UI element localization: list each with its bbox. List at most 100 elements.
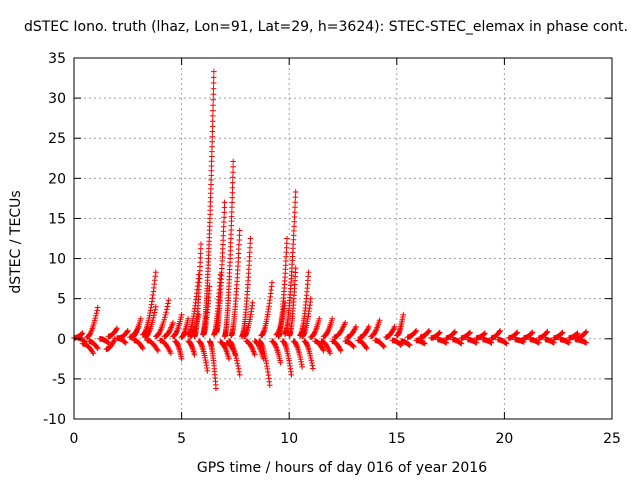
- data-arc: [536, 328, 551, 341]
- data-arc: [279, 338, 295, 378]
- data-arc: [105, 325, 120, 340]
- data-arc: [170, 311, 185, 340]
- data-points: [71, 68, 589, 392]
- data-arc: [404, 328, 419, 340]
- data-arc: [344, 323, 359, 340]
- data-arc: [551, 329, 566, 341]
- data-arc: [318, 338, 333, 356]
- data-arc: [258, 279, 275, 339]
- data-arc: [185, 338, 198, 358]
- data-arc: [307, 315, 323, 340]
- data-arc: [450, 336, 465, 347]
- data-arc: [178, 315, 191, 340]
- x-tick-label: 15: [388, 431, 406, 447]
- data-arc: [521, 329, 536, 341]
- data-arc: [200, 68, 217, 337]
- data-arc: [206, 338, 219, 392]
- data-arc: [512, 336, 527, 345]
- data-arc: [301, 338, 316, 372]
- data-arc: [299, 295, 314, 340]
- data-arc: [417, 328, 432, 340]
- data-arc: [84, 304, 101, 340]
- data-arc: [465, 336, 480, 346]
- data-arc: [389, 337, 404, 348]
- chart-title: dSTEC Iono. truth (lhaz, Lon=91, Lat=29,…: [24, 19, 628, 35]
- data-arc: [443, 328, 458, 341]
- x-tick-label: 0: [70, 431, 79, 447]
- data-arc: [103, 336, 118, 352]
- y-tick-label: -10: [43, 412, 66, 428]
- data-arc: [342, 338, 357, 350]
- data-arc: [275, 235, 290, 340]
- data-arc: [172, 338, 185, 362]
- data-arc: [129, 315, 144, 340]
- data-arc: [434, 336, 450, 346]
- axis-ticks: -10 -5 0 5 10 15 20 25 30 35 0 5 10 15 20 25: [43, 51, 621, 447]
- data-arc: [428, 329, 443, 341]
- data-arc: [312, 338, 327, 354]
- data-arc: [320, 315, 335, 340]
- y-tick-label: -5: [52, 372, 66, 388]
- data-arc: [527, 336, 542, 346]
- data-arc: [542, 336, 557, 346]
- data-arc: [398, 338, 413, 348]
- x-axis-label: GPS time / hours of day 016 of year 2016: [197, 460, 487, 476]
- data-arc: [290, 338, 305, 370]
- y-tick-label: 20: [48, 171, 66, 187]
- data-arc: [357, 323, 372, 340]
- data-arc: [480, 336, 495, 346]
- data-arc: [140, 269, 159, 338]
- data-arc: [191, 241, 204, 340]
- data-arc: [368, 317, 383, 340]
- data-arc: [355, 337, 370, 352]
- data-arc: [196, 338, 211, 374]
- data-arc: [144, 337, 161, 354]
- data-arc: [488, 328, 503, 341]
- x-tick-label: 20: [495, 431, 513, 447]
- data-arc: [331, 319, 348, 340]
- data-arc: [116, 328, 131, 341]
- plot-frame: [73, 57, 613, 420]
- data-arc: [213, 199, 228, 336]
- y-tick-label: 30: [48, 91, 66, 107]
- data-arc: [97, 336, 112, 346]
- data-arc: [226, 338, 243, 378]
- data-arc: [161, 319, 176, 340]
- data-arc: [217, 339, 232, 362]
- data-arc: [282, 189, 299, 337]
- data-arc: [269, 338, 284, 366]
- x-tick-label: 10: [280, 431, 298, 447]
- y-tick-label: 0: [57, 332, 66, 348]
- data-arc: [131, 337, 146, 352]
- data-arc: [473, 330, 488, 341]
- data-arc: [221, 158, 236, 340]
- data-arc: [495, 336, 510, 347]
- data-arc: [256, 338, 273, 389]
- data-arc: [142, 303, 159, 340]
- data-arc: [241, 299, 256, 340]
- data-arc: [394, 311, 407, 339]
- data-arc: [458, 329, 473, 341]
- y-tick-label: 15: [48, 211, 66, 227]
- y-axis-label: dSTEC / TECUs: [8, 190, 24, 293]
- data-arc: [252, 338, 267, 362]
- data-arc: [329, 338, 344, 354]
- x-tick-label: 5: [177, 431, 186, 447]
- data-arc: [286, 265, 299, 339]
- data-arc: [413, 337, 428, 347]
- data-arc: [79, 340, 97, 356]
- y-tick-label: 25: [48, 131, 66, 147]
- y-tick-label: 35: [48, 51, 66, 67]
- data-arc: [574, 328, 589, 341]
- data-arc: [86, 338, 101, 352]
- data-arc: [566, 330, 581, 341]
- y-tick-label: 5: [57, 292, 66, 308]
- data-arc: [243, 338, 258, 358]
- data-arc: [157, 337, 174, 356]
- y-tick-label: 10: [48, 252, 66, 268]
- data-arc: [383, 323, 398, 340]
- data-arc: [297, 269, 312, 339]
- data-arc: [557, 336, 572, 346]
